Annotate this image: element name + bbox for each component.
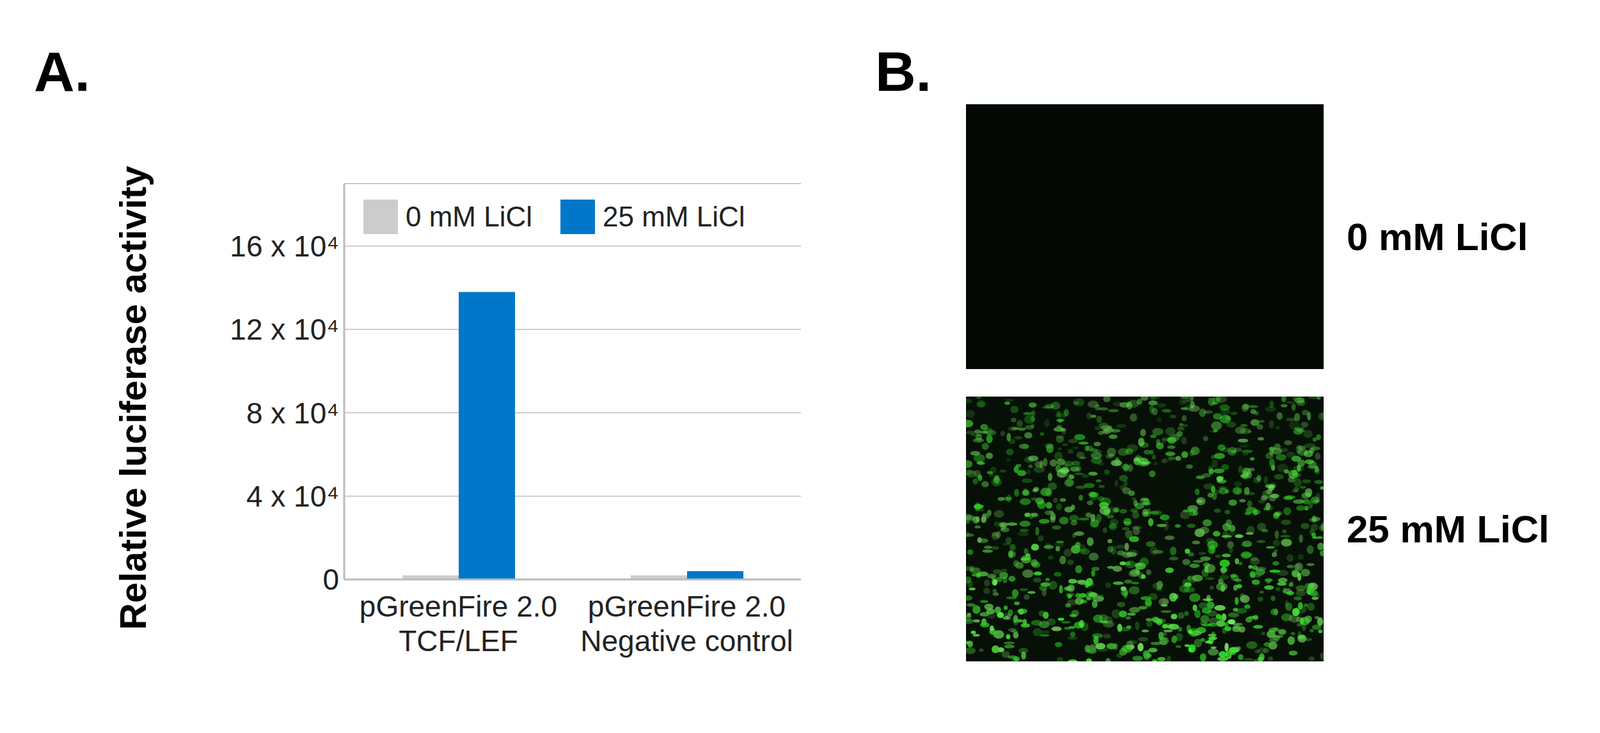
html-text:0 mM LiCl: 0 mM LiCl bbox=[1346, 215, 1528, 259]
html-text:0 mM LiCl: 0 mM LiCl bbox=[405, 200, 533, 233]
html-text:25 mM LiCl: 25 mM LiCl bbox=[602, 200, 745, 233]
svg-text:4 x 10⁴: 4 x 10⁴ bbox=[246, 479, 340, 514]
html-text:A.: A. bbox=[33, 39, 91, 103]
svg-text:16 x 10⁴: 16 x 10⁴ bbox=[229, 229, 340, 263]
svg-text:8 x 10⁴: 8 x 10⁴ bbox=[246, 396, 340, 430]
html-text:Relative luciferase activity: Relative luciferase activity bbox=[111, 165, 154, 630]
svg-text:0: 0 bbox=[322, 562, 340, 597]
svg-text:pGreenFire 2.0Negative control: pGreenFire 2.0Negative control bbox=[580, 589, 793, 658]
svg-text:12 x 10⁴: 12 x 10⁴ bbox=[229, 312, 340, 347]
html-text:25 mM LiCl: 25 mM LiCl bbox=[1346, 507, 1550, 551]
svg-text:pGreenFire 2.0TCF/LEF: pGreenFire 2.0TCF/LEF bbox=[359, 589, 558, 658]
html-text:B.: B. bbox=[875, 39, 932, 103]
